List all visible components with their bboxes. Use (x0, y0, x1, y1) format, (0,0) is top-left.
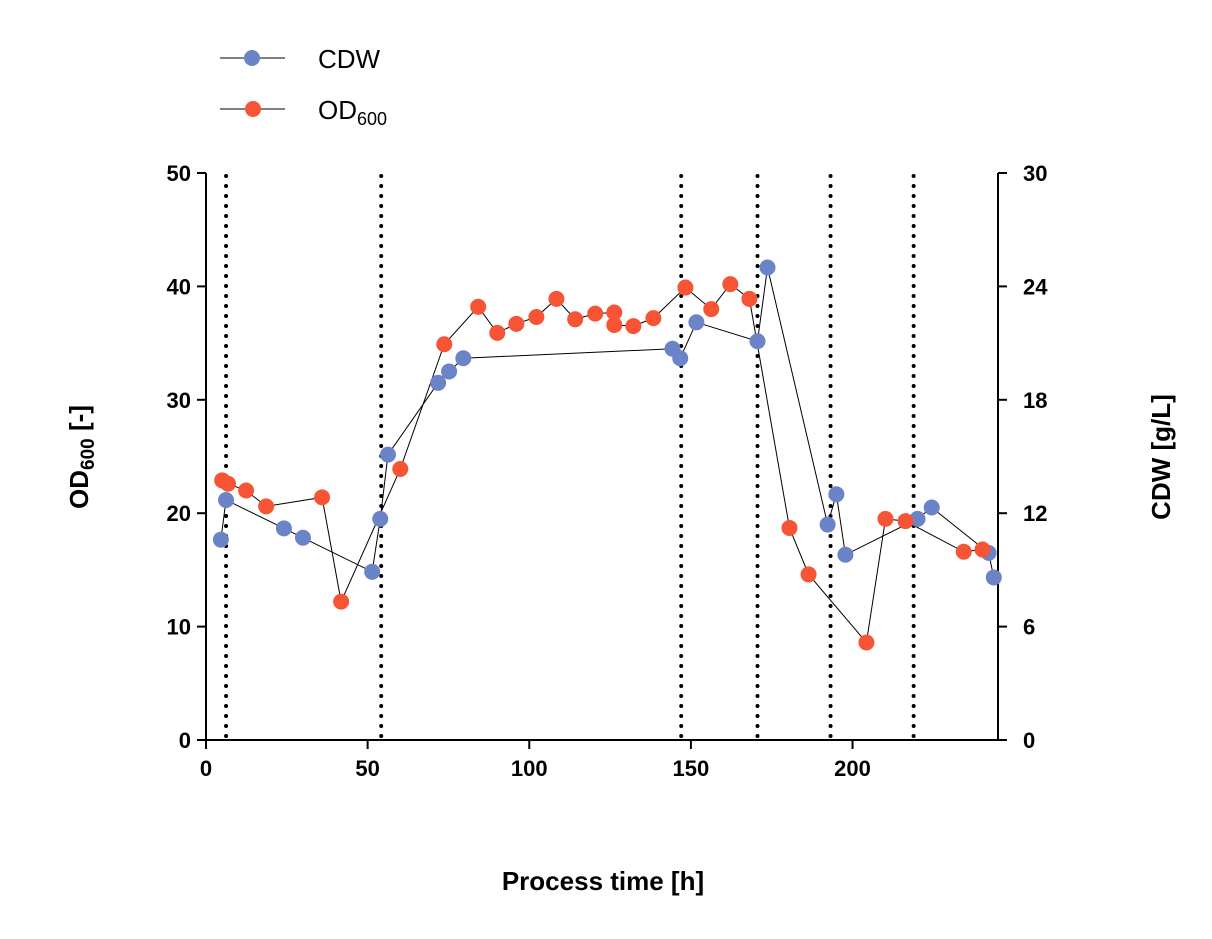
legend-marker-cdw (244, 50, 260, 66)
legend: CDW OD600 (220, 44, 387, 129)
data-point-od (567, 311, 584, 328)
y-axis-right-label: CDW [g/L] (1146, 394, 1176, 520)
data-point-od (606, 316, 623, 333)
y-right-tick-label: 24 (1023, 274, 1048, 299)
data-point-od (858, 634, 875, 651)
data-point-od (508, 315, 525, 332)
data-point-od (800, 566, 817, 583)
plot-area (212, 259, 1002, 651)
y-left-tick-label: 30 (167, 388, 191, 413)
data-point-od (333, 593, 350, 610)
legend-label-cdw: CDW (318, 44, 381, 74)
data-point-cdw (837, 546, 854, 563)
data-point-od (436, 336, 453, 353)
data-point-cdw (672, 350, 689, 367)
data-point-od (625, 318, 642, 335)
data-point-od (314, 489, 331, 506)
data-point-cdw (749, 333, 766, 350)
x-tick-label: 50 (355, 756, 379, 781)
data-point-od (781, 519, 798, 536)
data-point-cdw (923, 499, 940, 516)
data-point-od (645, 310, 662, 327)
y-right-tick-label: 0 (1023, 728, 1035, 753)
data-point-od (258, 498, 275, 515)
data-point-cdw (218, 491, 235, 508)
series-line-od (221, 283, 983, 644)
legend-label-od: OD600 (318, 95, 387, 129)
y-left-tick-label: 50 (167, 161, 191, 186)
data-point-od (470, 298, 487, 315)
x-tick-label: 200 (834, 756, 871, 781)
data-point-cdw (441, 363, 458, 380)
y-right-tick-label: 12 (1023, 501, 1047, 526)
data-point-cdw (379, 446, 396, 463)
y-left-tick-label: 0 (179, 728, 191, 753)
data-point-cdw (909, 510, 926, 527)
data-point-od (677, 279, 694, 296)
legend-marker-od (245, 101, 261, 117)
data-point-od (606, 304, 623, 321)
data-point-od (877, 510, 894, 527)
y-right-tick-label: 18 (1023, 388, 1047, 413)
data-point-od (548, 290, 565, 307)
data-point-cdw (364, 563, 381, 580)
y-right-tick-label: 6 (1023, 615, 1035, 640)
data-point-cdw (455, 350, 472, 367)
data-point-od (219, 475, 236, 492)
y-left-tick-label: 10 (167, 615, 191, 640)
vertical-markers (224, 174, 916, 739)
data-point-cdw (275, 520, 292, 537)
data-point-cdw (430, 374, 447, 391)
data-point-od (722, 276, 739, 293)
x-tick-label: 150 (673, 756, 710, 781)
y-right-tick-label: 30 (1023, 161, 1047, 186)
data-point-od (587, 305, 604, 322)
data-point-cdw (294, 529, 311, 546)
axes: 0 50 100 150 200 0 10 20 30 40 50 0 6 12 18 24 30 (167, 161, 1049, 781)
data-point-od (974, 541, 991, 558)
y-axis-left-label: OD600 [-] (64, 405, 99, 509)
data-point-cdw (212, 531, 229, 548)
data-point-od (897, 513, 914, 530)
data-point-od (703, 301, 720, 318)
data-point-od (741, 290, 758, 307)
data-point-cdw (985, 569, 1002, 586)
y-left-tick-label: 20 (167, 501, 191, 526)
x-tick-label: 0 (200, 756, 212, 781)
data-point-cdw (828, 486, 845, 503)
data-point-cdw (372, 510, 389, 527)
data-point-cdw (688, 314, 705, 331)
x-tick-label: 100 (511, 756, 548, 781)
data-point-od (528, 309, 545, 326)
data-point-cdw (759, 259, 776, 276)
data-point-od (238, 482, 255, 499)
x-axis-label: Process time [h] (502, 866, 704, 896)
data-point-od (489, 324, 506, 341)
y-left-tick-label: 40 (167, 274, 191, 299)
data-point-cdw (819, 516, 836, 533)
data-point-od (392, 460, 409, 477)
data-point-od (955, 543, 972, 560)
